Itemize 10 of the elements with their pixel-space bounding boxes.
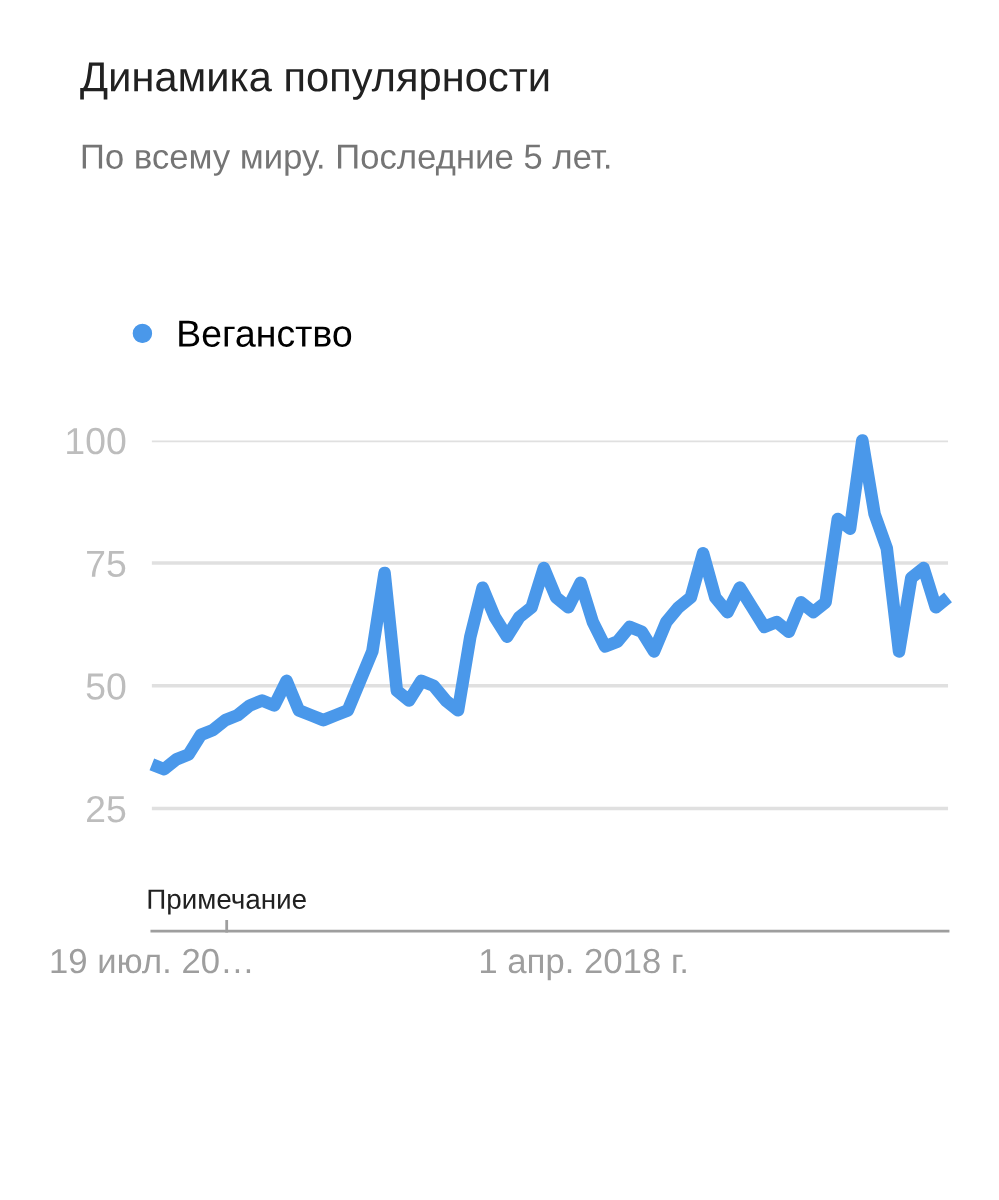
y-tick-label: 50: [86, 673, 126, 700]
legend-label: Веганство: [179, 320, 352, 347]
annotation: Примечание: [148, 889, 306, 915]
x-tick-label: 1 апр. 2018 г.: [480, 948, 686, 981]
x-tick-label: 19 июл. 20…: [51, 948, 251, 974]
chart-title: Динамика популярности: [80, 62, 549, 100]
y-tick-label: 100: [67, 427, 126, 455]
y-tick-label: 75: [87, 550, 126, 578]
chart-subtitle: По всему миру. Последние 5 лет.: [82, 144, 610, 176]
y-tick-label: 25: [87, 795, 126, 823]
